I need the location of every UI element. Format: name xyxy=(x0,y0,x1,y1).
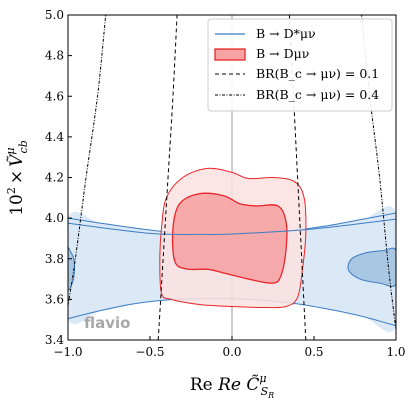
dstar-inner-right xyxy=(347,247,396,287)
y-tick-label: 5.0 xyxy=(45,8,64,22)
y-axis-sup: μ xyxy=(4,147,17,154)
y-tick-label: 4.8 xyxy=(45,49,64,63)
br-0-4-curve-0 xyxy=(68,15,107,306)
x-axis-sub: S xyxy=(261,385,269,398)
y-axis-prefix: 10 xyxy=(7,194,27,216)
y-axis-symbol: Ṽ xyxy=(6,153,27,167)
br-0-1-curve-1 xyxy=(288,15,307,340)
legend-label-br01: BR(B_c → μν) = 0.1 xyxy=(256,66,379,81)
legend-label-d: B → Dμν xyxy=(256,46,309,61)
x-axis-subsub: R xyxy=(267,391,274,400)
y-tick-label: 3.8 xyxy=(45,252,64,266)
y-axis: 3.4 3.6 3.8 4.0 4.2 4.4 4.6 4.8 5.0 xyxy=(45,8,72,347)
legend: B → D*μν B → Dμν BR(B_c → μν) = 0.1 BR(B… xyxy=(207,18,393,112)
plot-area xyxy=(68,15,396,340)
y-axis-title: 102 × Ṽμcb xyxy=(4,140,30,216)
y-tick-label: 4.6 xyxy=(45,89,64,103)
x-tick-label: −1.0 xyxy=(53,345,82,359)
y-axis-times: × xyxy=(7,170,27,184)
y-tick-label: 4.2 xyxy=(45,171,64,185)
legend-label-br04: BR(B_c → μν) = 0.4 xyxy=(256,87,379,102)
x-tick-label: 0.5 xyxy=(304,345,323,359)
x-axis-symbol: Re C̃ xyxy=(217,375,259,395)
legend-box xyxy=(207,18,393,112)
x-tick-label: −0.5 xyxy=(135,345,164,359)
x-axis-title: Re Re C̃μ SR xyxy=(190,372,274,400)
y-tick-label: 3.6 xyxy=(45,292,64,306)
legend-swatch-d xyxy=(214,48,246,61)
br-0-1-curve-0 xyxy=(157,15,178,340)
x-axis: −1.0 −0.5 0.0 0.5 1.0 xyxy=(53,336,406,359)
x-tick-label: 1.0 xyxy=(386,345,405,359)
x-axis-sup: μ xyxy=(259,372,266,385)
x-tick-label: 0.0 xyxy=(222,345,241,359)
y-tick-label: 4.4 xyxy=(45,130,64,144)
d-inner-contour xyxy=(171,192,288,284)
y-axis-prefix-sup: 2 xyxy=(5,187,18,194)
dstar-center-line xyxy=(68,218,396,236)
y-axis-sub: cb xyxy=(17,140,30,153)
y-tick-label: 3.4 xyxy=(45,333,64,347)
legend-label-dstar: B → D*μν xyxy=(256,26,316,41)
watermark: flavio xyxy=(84,314,130,332)
y-tick-label: 4.0 xyxy=(45,211,64,225)
